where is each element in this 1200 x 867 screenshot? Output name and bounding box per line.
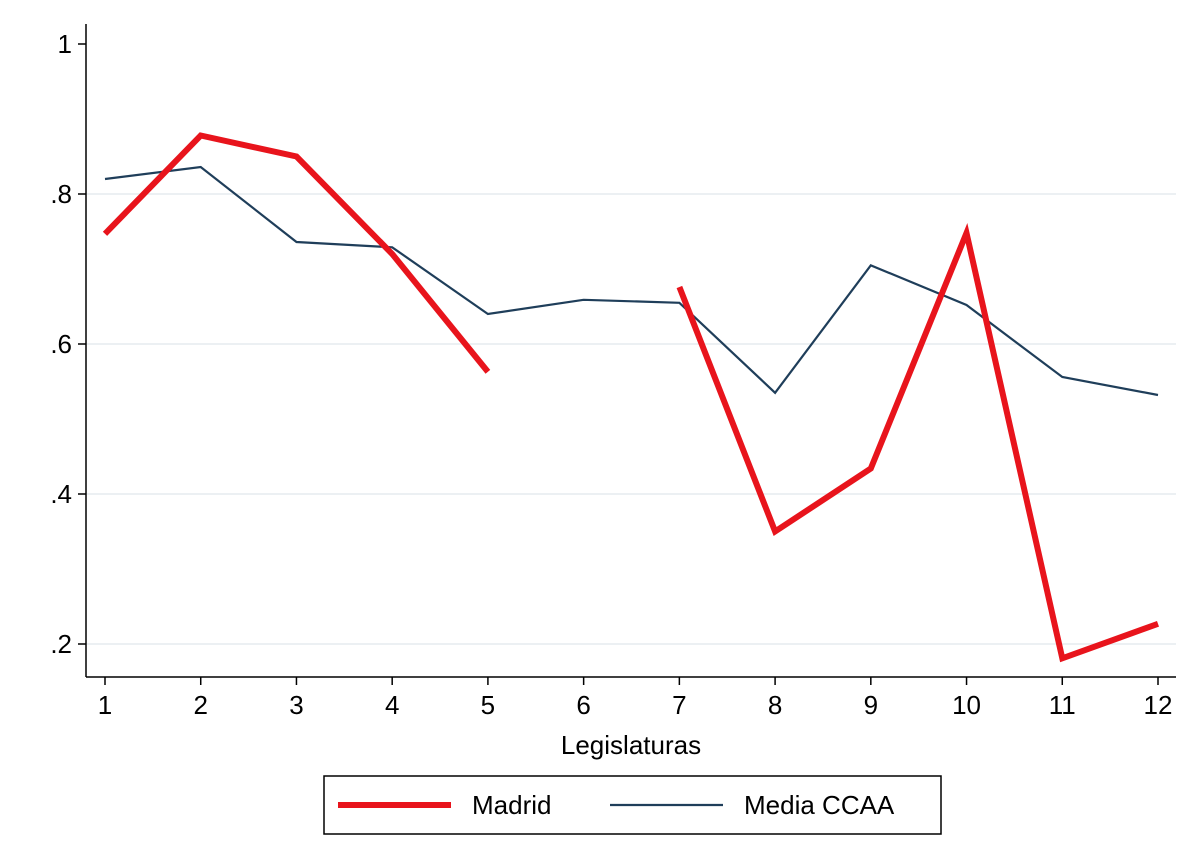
x-axis-title: Legislaturas xyxy=(561,730,701,760)
y-axis-ticks: .2 .4 .6 .8 1 xyxy=(50,29,86,659)
x-tick-label: 5 xyxy=(481,690,495,720)
y-tick-label: .6 xyxy=(50,329,72,359)
x-tick-label: 2 xyxy=(193,690,207,720)
y-tick-label: 1 xyxy=(58,29,72,59)
x-tick-label: 7 xyxy=(672,690,686,720)
y-tick-label: .4 xyxy=(50,479,72,509)
legend-label-media-ccaa: Media CCAA xyxy=(744,790,895,820)
x-tick-label: 12 xyxy=(1144,690,1173,720)
series-line-madrid xyxy=(102,132,491,374)
x-tick-label: 10 xyxy=(952,690,981,720)
legend-label-madrid: Madrid xyxy=(472,790,551,820)
x-tick-label: 3 xyxy=(289,690,303,720)
legend: Madrid Media CCAA xyxy=(323,775,942,835)
x-tick-label: 11 xyxy=(1049,690,1076,720)
gridlines xyxy=(86,193,1176,645)
x-axis-ticks: 1 2 3 4 5 6 7 8 9 10 11 12 xyxy=(98,677,1173,720)
x-tick-label: 8 xyxy=(768,690,782,720)
series-layer xyxy=(102,132,1160,663)
series-line-media-ccaa xyxy=(104,165,1159,397)
x-tick-label: 4 xyxy=(385,690,399,720)
y-tick-label: .2 xyxy=(50,629,72,659)
x-tick-label: 9 xyxy=(864,690,878,720)
x-tick-label: 6 xyxy=(576,690,590,720)
y-tick-label: .8 xyxy=(50,179,72,209)
x-tick-label: 1 xyxy=(98,690,112,720)
series-line-madrid xyxy=(676,223,1160,663)
